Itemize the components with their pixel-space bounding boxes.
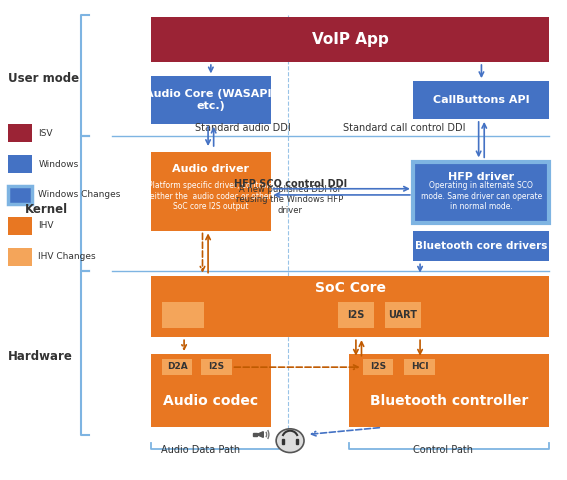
Bar — [296, 439, 298, 444]
FancyBboxPatch shape — [9, 124, 32, 142]
Text: Windows Changes: Windows Changes — [39, 191, 121, 199]
FancyBboxPatch shape — [162, 359, 192, 375]
Text: Platform specific driver, controls
either the  audio codec or other
SoC core I2S: Platform specific driver, controls eithe… — [149, 181, 273, 211]
Text: Audio Core (WASAPI,
etc.): Audio Core (WASAPI, etc.) — [145, 89, 276, 111]
Text: Standard call control DDI: Standard call control DDI — [343, 123, 466, 133]
Text: Operating in alternate SCO
mode. Same driver can operate
in normal mode.: Operating in alternate SCO mode. Same dr… — [421, 181, 542, 211]
FancyBboxPatch shape — [9, 248, 32, 265]
Text: Bluetooth controller: Bluetooth controller — [370, 394, 528, 408]
Text: User mode: User mode — [9, 72, 79, 85]
Text: Standard audio DDI: Standard audio DDI — [195, 123, 291, 133]
Text: UART: UART — [388, 310, 417, 320]
FancyBboxPatch shape — [151, 76, 270, 124]
Text: Control Path: Control Path — [413, 444, 473, 455]
Text: ISV: ISV — [39, 129, 53, 138]
Bar — [282, 439, 284, 444]
FancyBboxPatch shape — [201, 359, 231, 375]
Text: Bluetooth core drivers: Bluetooth core drivers — [415, 241, 547, 251]
Circle shape — [276, 429, 304, 453]
FancyBboxPatch shape — [151, 17, 549, 62]
Text: Audio driver: Audio driver — [172, 164, 249, 174]
FancyBboxPatch shape — [9, 217, 32, 235]
Text: Audio codec: Audio codec — [163, 394, 258, 408]
FancyBboxPatch shape — [404, 359, 435, 375]
Text: A new published DDI for
reusing the Windows HFP
driver: A new published DDI for reusing the Wind… — [236, 185, 344, 215]
FancyBboxPatch shape — [162, 301, 204, 328]
FancyBboxPatch shape — [349, 354, 549, 427]
Text: SoC Core: SoC Core — [315, 281, 386, 295]
Text: CallButtons API: CallButtons API — [433, 95, 530, 105]
FancyBboxPatch shape — [151, 354, 270, 427]
Text: I2S: I2S — [370, 362, 386, 372]
FancyBboxPatch shape — [9, 186, 32, 204]
Text: IHV Changes: IHV Changes — [39, 252, 96, 261]
FancyBboxPatch shape — [151, 152, 270, 230]
Text: I2S: I2S — [347, 310, 365, 320]
FancyBboxPatch shape — [363, 359, 393, 375]
Text: Windows: Windows — [39, 159, 79, 168]
FancyBboxPatch shape — [385, 301, 421, 328]
FancyBboxPatch shape — [337, 301, 374, 328]
Text: I2S: I2S — [208, 362, 224, 372]
Text: Kernel: Kernel — [25, 203, 68, 216]
FancyBboxPatch shape — [413, 230, 549, 261]
Text: IHV: IHV — [39, 221, 54, 230]
Text: Audio Data Path: Audio Data Path — [161, 444, 240, 455]
Polygon shape — [257, 432, 263, 437]
Text: VoIP App: VoIP App — [312, 32, 388, 47]
Text: HCI: HCI — [411, 362, 429, 372]
FancyBboxPatch shape — [413, 162, 549, 223]
FancyBboxPatch shape — [9, 155, 32, 173]
FancyBboxPatch shape — [151, 276, 549, 337]
Text: D2A: D2A — [167, 362, 188, 372]
Text: HFP SCO control DDI: HFP SCO control DDI — [234, 179, 346, 189]
FancyBboxPatch shape — [413, 81, 549, 119]
Text: HFP driver: HFP driver — [448, 172, 514, 182]
Bar — [253, 433, 257, 436]
Text: Hardware: Hardware — [9, 350, 73, 363]
